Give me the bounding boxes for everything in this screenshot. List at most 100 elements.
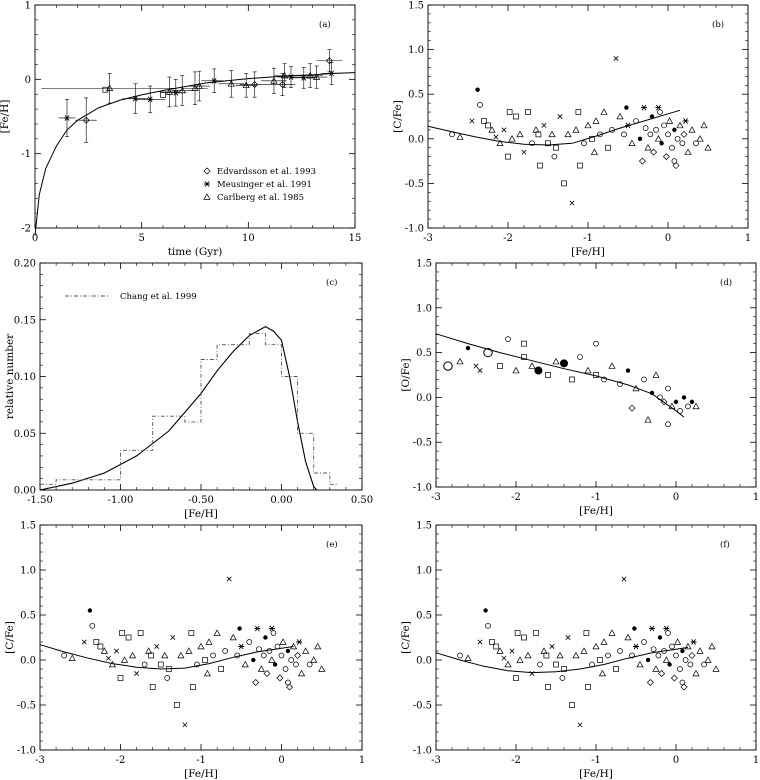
data-point bbox=[505, 336, 511, 343]
y-tick-label: 0.20 bbox=[14, 259, 36, 270]
data-point bbox=[533, 630, 539, 636]
data-point bbox=[655, 652, 662, 659]
model-distribution-line bbox=[39, 325, 318, 491]
x-tick-label: -0.50 bbox=[188, 495, 214, 506]
data-point bbox=[655, 104, 662, 111]
data-point bbox=[565, 635, 571, 640]
data-point bbox=[524, 651, 532, 659]
data-point bbox=[650, 148, 658, 156]
data-point bbox=[690, 639, 697, 645]
data-point bbox=[672, 127, 677, 133]
data-point bbox=[105, 655, 111, 661]
y-tick-label: 0.00 bbox=[14, 486, 36, 497]
x-tick-label: 5 bbox=[138, 233, 144, 244]
data-point bbox=[662, 153, 670, 161]
data-point bbox=[485, 122, 491, 129]
data-point bbox=[585, 684, 591, 690]
data-point bbox=[681, 395, 687, 400]
data-point bbox=[456, 357, 464, 365]
data-point bbox=[613, 666, 619, 672]
data-point bbox=[652, 371, 660, 378]
data-point bbox=[689, 399, 695, 405]
data-point bbox=[298, 669, 306, 677]
data-point bbox=[251, 81, 259, 89]
data-point bbox=[501, 655, 507, 661]
x-tick-label: 1 bbox=[745, 233, 751, 244]
data-point bbox=[667, 662, 672, 667]
data-point bbox=[504, 660, 512, 668]
data-point bbox=[521, 354, 527, 360]
y-tick-label: 1 bbox=[25, 1, 31, 12]
data-point bbox=[318, 665, 326, 672]
y-tick-label: -0.5 bbox=[413, 438, 432, 449]
x-tick-label: 0 bbox=[673, 492, 679, 503]
data-point bbox=[149, 684, 156, 690]
data-point bbox=[676, 121, 684, 129]
data-point bbox=[285, 648, 291, 654]
plot-frame bbox=[435, 262, 757, 488]
x-tick-label: 1 bbox=[753, 492, 759, 503]
y-tick-label: -1.0 bbox=[413, 746, 432, 757]
y-tick-label: 0 bbox=[25, 75, 31, 86]
data-point bbox=[682, 118, 689, 124]
data-point bbox=[692, 669, 700, 677]
data-point bbox=[493, 643, 499, 650]
data-point bbox=[165, 88, 173, 95]
data-point bbox=[701, 661, 707, 668]
data-point bbox=[577, 354, 583, 360]
data-point bbox=[597, 657, 603, 663]
data-point bbox=[660, 398, 668, 406]
data-point bbox=[674, 638, 682, 645]
data-point bbox=[671, 158, 678, 164]
data-point bbox=[177, 651, 185, 659]
data-point bbox=[497, 363, 503, 369]
data-point bbox=[653, 127, 659, 133]
data-point bbox=[489, 639, 495, 645]
data-point bbox=[666, 117, 674, 124]
x-tick-label: 0.00 bbox=[270, 495, 292, 506]
x-axis-label: [Fe/H] bbox=[184, 768, 218, 780]
data-point bbox=[557, 114, 563, 119]
legend-label: Edvardsson et al. 1993 bbox=[217, 167, 316, 177]
data-point bbox=[636, 660, 644, 668]
x-axis-label: time (Gyr) bbox=[168, 246, 223, 258]
data-point bbox=[592, 642, 600, 650]
data-point bbox=[68, 654, 76, 661]
y-tick-label: 0.0 bbox=[416, 656, 432, 667]
data-point bbox=[605, 144, 611, 151]
data-point bbox=[188, 630, 195, 636]
data-point bbox=[213, 629, 221, 636]
data-point bbox=[257, 665, 265, 672]
data-point bbox=[285, 679, 291, 686]
data-point bbox=[569, 200, 575, 206]
data-point bbox=[306, 71, 314, 79]
y-tick-label: 1.5 bbox=[416, 521, 432, 532]
data-point bbox=[616, 112, 624, 120]
data-point bbox=[553, 661, 559, 668]
y-tick-label: 0.10 bbox=[14, 372, 36, 383]
data-point bbox=[238, 643, 245, 650]
x-tick-label: 0 bbox=[673, 755, 679, 766]
data-point bbox=[521, 149, 527, 155]
data-point bbox=[561, 180, 567, 187]
panel-label: (e) bbox=[326, 539, 338, 550]
data-point bbox=[296, 639, 303, 645]
data-point bbox=[256, 646, 262, 653]
data-point bbox=[601, 376, 607, 383]
data-point bbox=[641, 639, 647, 645]
data-point bbox=[605, 652, 611, 659]
data-point bbox=[493, 134, 499, 140]
data-point bbox=[677, 407, 683, 414]
data-point bbox=[241, 660, 249, 668]
x-tick-label: -1 bbox=[196, 755, 206, 766]
data-point bbox=[174, 702, 180, 708]
data-point bbox=[673, 399, 679, 405]
data-point bbox=[633, 643, 639, 650]
data-point bbox=[545, 372, 551, 378]
x-tick-label: 1 bbox=[753, 755, 759, 766]
data-point bbox=[628, 139, 636, 147]
data-point bbox=[598, 669, 606, 677]
data-point bbox=[483, 347, 493, 358]
data-point bbox=[294, 652, 302, 659]
data-point bbox=[633, 118, 639, 124]
